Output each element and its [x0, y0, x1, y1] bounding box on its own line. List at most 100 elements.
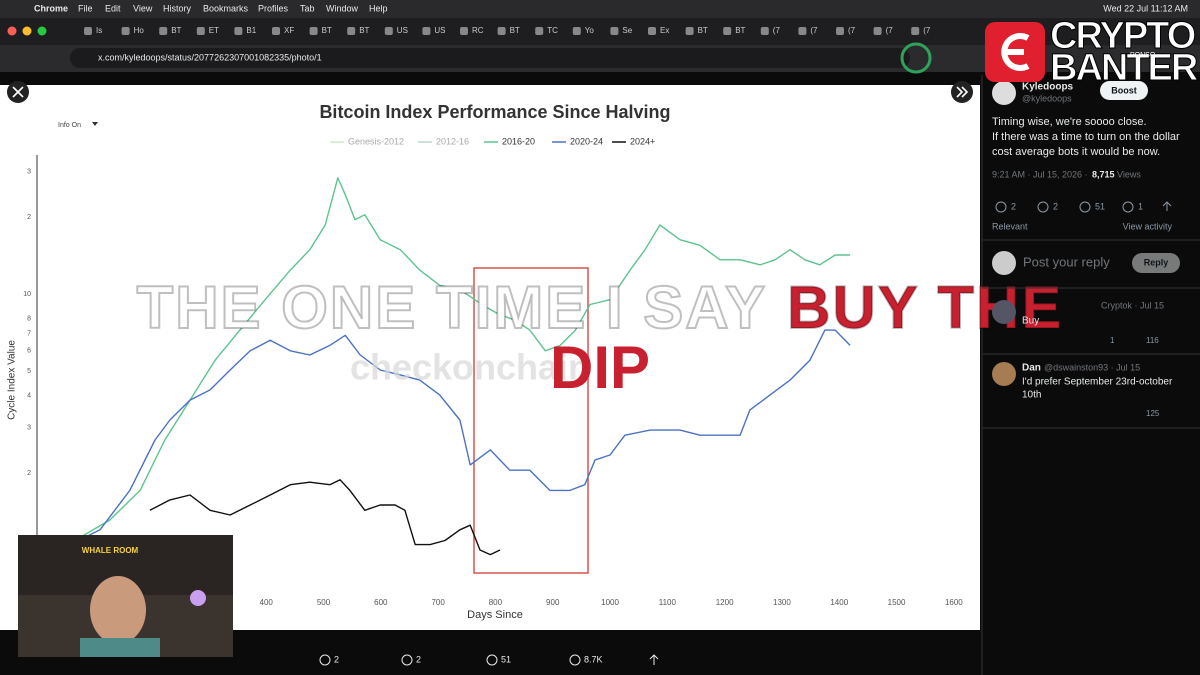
boost-button[interactable] — [1100, 81, 1148, 100]
x-tick-label: 1100 — [659, 598, 677, 607]
y-tick-label: 3 — [27, 169, 31, 176]
overlay-line-2: DIP — [550, 334, 650, 401]
tab-title[interactable]: RC — [472, 26, 484, 35]
menu-item[interactable]: Tab — [300, 3, 315, 13]
webcam-lamp — [190, 590, 206, 606]
tab-title[interactable]: TC — [547, 26, 558, 35]
menu-item[interactable]: File — [78, 3, 93, 13]
legend-label[interactable]: 2016-20 — [502, 136, 535, 146]
photo-reposts-icon[interactable] — [401, 654, 413, 666]
tab-title[interactable]: BT — [322, 26, 332, 35]
legend-label[interactable]: 2020-24 — [570, 136, 603, 146]
collapse-icon — [956, 86, 969, 98]
comment-author: Cryptok · Jul 15 — [1101, 300, 1164, 310]
post-views-label: Views — [1117, 169, 1141, 179]
chart: Bitcoin Index Performance Since Halving I… — [7, 102, 964, 621]
x-tick-label: 800 — [489, 598, 503, 607]
photo-views-icon[interactable] — [569, 654, 581, 666]
photo-replies-icon[interactable] — [319, 654, 331, 666]
tab-icon — [610, 27, 619, 35]
tab-title[interactable]: US — [397, 26, 408, 35]
y-axis-label: Cycle Index Value — [7, 340, 18, 420]
address-bar[interactable] — [70, 48, 910, 68]
x-axis-label: Days Since — [467, 609, 523, 621]
tab-title[interactable]: Ex — [660, 26, 669, 35]
tab-title[interactable]: BT — [735, 26, 745, 35]
author-name[interactable]: Kyledoops — [1022, 82, 1074, 93]
clock: Wed 22 Jul 11:12 AM — [1103, 3, 1188, 13]
comment-views: 116 — [1146, 336, 1159, 345]
menu-item[interactable]: History — [163, 3, 192, 13]
y-tick-label: 2 — [27, 214, 31, 221]
reposts-count: 2 — [1053, 201, 1058, 211]
tab-title[interactable]: (7 — [923, 26, 931, 35]
reposts-icon[interactable] — [1037, 201, 1049, 213]
tab-title[interactable]: (7 — [886, 26, 894, 35]
window-zoom[interactable] — [37, 26, 47, 36]
extension-highlight[interactable] — [900, 42, 932, 74]
menu-item[interactable]: Profiles — [258, 3, 289, 13]
menu-item[interactable]: Bookmarks — [203, 3, 249, 13]
legend-label[interactable]: 2024+ — [630, 136, 655, 146]
comment-views: 125 — [1146, 409, 1160, 418]
url[interactable]: x.com/kyledoops/status/20772623070010823… — [98, 52, 322, 62]
tab-title[interactable]: XF — [284, 26, 294, 35]
x-tick-label: 1000 — [601, 598, 619, 607]
legend-label[interactable]: Genesis-2012 — [348, 136, 404, 146]
author-avatar — [992, 81, 1016, 105]
likes-icon[interactable] — [1079, 201, 1091, 213]
y-tick-label: 7 — [27, 331, 31, 338]
view-activity[interactable]: View activity — [1123, 221, 1173, 231]
menu-item[interactable]: Window — [326, 3, 359, 13]
tab-title[interactable]: BT — [510, 26, 520, 35]
sort-menu[interactable]: Relevant — [992, 221, 1028, 231]
webcam-shirt — [80, 638, 160, 657]
reply-button[interactable] — [1132, 253, 1180, 273]
bookmarks-icon[interactable] — [1122, 201, 1134, 213]
reply-input[interactable]: Post your reply — [1023, 254, 1110, 269]
dropdown-icon — [92, 122, 98, 126]
window-close[interactable] — [7, 26, 17, 36]
photo-share-icon[interactable] — [649, 654, 659, 665]
tab-title[interactable]: BT — [698, 26, 708, 35]
author-handle: @kyledoops — [1022, 93, 1072, 103]
x-tick-label: 600 — [374, 598, 388, 607]
y-tick-label: 5 — [27, 368, 31, 375]
tab-title[interactable]: B1 — [246, 26, 256, 35]
tab-title[interactable]: Is — [96, 26, 102, 35]
tab-title[interactable]: BT — [171, 26, 181, 35]
replies-icon[interactable] — [995, 201, 1007, 213]
x-tick-label: 1500 — [888, 598, 906, 607]
tab-title[interactable]: ET — [209, 26, 219, 35]
comment-author[interactable]: Dan — [1022, 363, 1041, 374]
tab-icon — [535, 27, 544, 35]
legend-label[interactable]: 2012-16 — [436, 136, 469, 146]
photo-reposts-count: 2 — [416, 654, 421, 664]
y-tick-label: 10 — [23, 291, 31, 298]
series-line — [74, 177, 851, 542]
menu-item[interactable]: Help — [369, 3, 388, 13]
menu-item[interactable]: View — [133, 3, 153, 13]
info-toggle[interactable]: Info On — [58, 122, 81, 129]
share-icon[interactable] — [1162, 201, 1172, 211]
tab-title[interactable]: Ho — [134, 26, 145, 35]
comment-text: I'd prefer September 23rd-october — [1022, 377, 1173, 388]
photo-likes-icon[interactable] — [486, 654, 498, 666]
tab-icon — [422, 27, 431, 35]
tab-title[interactable]: Yo — [585, 26, 595, 35]
menu-bar — [0, 0, 1200, 18]
window-minimize[interactable] — [22, 26, 32, 36]
tab-title[interactable]: Se — [622, 26, 632, 35]
tab-title[interactable]: (7 — [773, 26, 781, 35]
photo-views-count: 8.7K — [584, 654, 603, 664]
tab-title[interactable]: (7 — [848, 26, 856, 35]
tab-title[interactable]: US — [434, 26, 445, 35]
chart-title: Bitcoin Index Performance Since Halving — [319, 102, 670, 122]
menu-item[interactable]: Chrome — [34, 3, 68, 13]
tab-title[interactable]: BT — [359, 26, 369, 35]
logo-text: CRYPTO — [1050, 15, 1195, 57]
menu-item[interactable]: Edit — [105, 3, 121, 13]
tab-icon — [159, 27, 168, 35]
tab-title[interactable]: (7 — [810, 26, 818, 35]
